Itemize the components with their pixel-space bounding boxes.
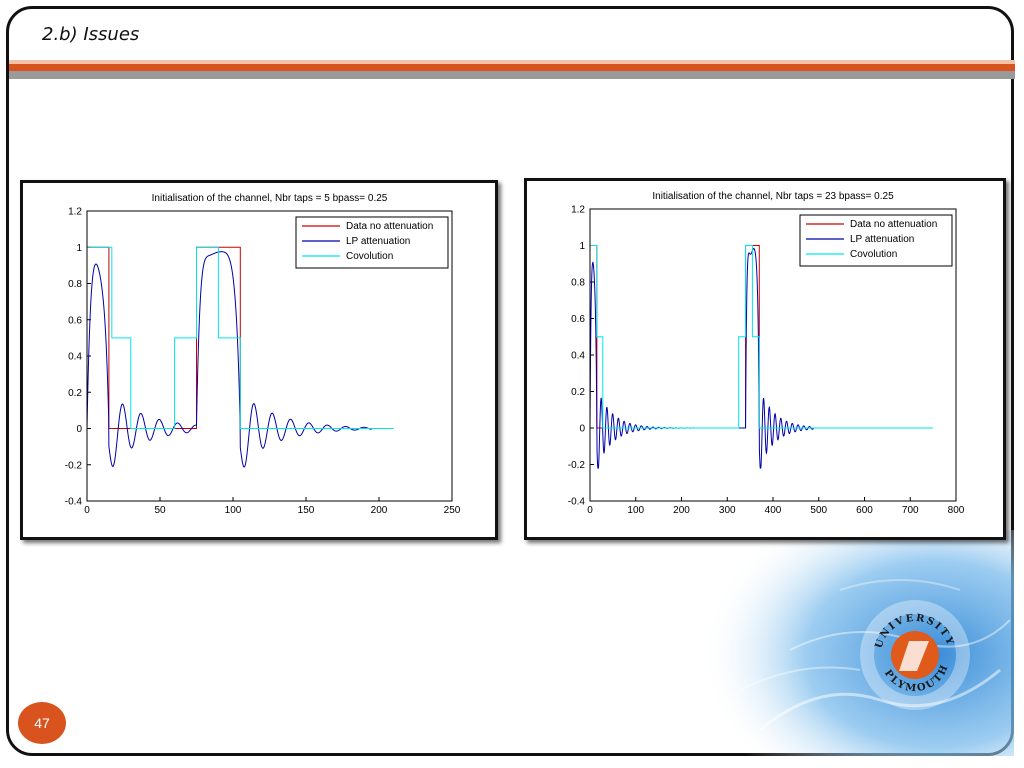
- x-tick-label: 250: [444, 505, 461, 516]
- y-tick-label: 0.8: [68, 279, 82, 290]
- slide-title: 2.b) Issues: [42, 24, 140, 45]
- x-tick-label: 800: [948, 505, 965, 516]
- y-tick-label: 1.2: [68, 207, 82, 218]
- y-tick-label: 0: [579, 424, 585, 435]
- chart-1: Initialisation of the channel, Nbr taps …: [65, 193, 461, 516]
- series-line: [86, 251, 372, 468]
- chart-title: Initialisation of the channel, Nbr taps …: [152, 193, 388, 204]
- plot-panel-2: Initialisation of the channel, Nbr taps …: [524, 178, 1006, 540]
- legend-label: Data no attenuation: [346, 221, 433, 232]
- y-tick-label: -0.4: [65, 497, 83, 508]
- y-tick-label: 0.4: [68, 352, 82, 363]
- x-tick-label: 500: [810, 505, 827, 516]
- x-tick-label: 50: [154, 505, 166, 516]
- x-tick-label: 0: [84, 505, 90, 516]
- university-logo-watermark: UNIVERSITY PLYMOUTH: [700, 530, 1014, 756]
- legend-label: Data no attenuation: [850, 219, 937, 230]
- x-tick-label: 400: [765, 505, 782, 516]
- y-tick-label: -0.2: [568, 460, 586, 471]
- y-tick-label: 0.4: [571, 351, 585, 362]
- x-tick-label: 100: [627, 505, 644, 516]
- legend-label: LP attenuation: [346, 236, 410, 247]
- x-tick-label: 200: [673, 505, 690, 516]
- legend-label: Covolution: [850, 249, 897, 260]
- y-tick-label: 0.8: [571, 278, 585, 289]
- series-line: [87, 246, 394, 429]
- y-tick-label: -0.2: [65, 460, 83, 471]
- legend-label: Covolution: [346, 251, 393, 262]
- x-tick-label: 0: [587, 505, 593, 516]
- y-tick-label: 0.2: [571, 387, 585, 398]
- y-tick-label: 0.6: [571, 314, 585, 325]
- x-tick-label: 150: [298, 505, 315, 516]
- series-line: [590, 245, 934, 429]
- y-tick-label: 0.6: [68, 315, 82, 326]
- y-tick-label: 0.2: [68, 388, 82, 399]
- y-tick-label: -0.4: [568, 497, 586, 508]
- header-bar: [9, 60, 1015, 79]
- page-number-badge: 47: [18, 702, 66, 744]
- y-tick-label: 1: [76, 243, 82, 254]
- x-tick-label: 600: [856, 505, 873, 516]
- y-tick-label: 1.2: [571, 205, 585, 216]
- plot-panel-1: Initialisation of the channel, Nbr taps …: [20, 180, 498, 540]
- x-tick-label: 100: [225, 505, 242, 516]
- x-tick-label: 300: [719, 505, 736, 516]
- chart-title: Initialisation of the channel, Nbr taps …: [652, 191, 894, 202]
- legend-label: LP attenuation: [850, 234, 914, 245]
- y-tick-label: 0: [76, 424, 82, 435]
- x-tick-label: 700: [902, 505, 919, 516]
- x-tick-label: 200: [371, 505, 388, 516]
- plot-frame: [86, 210, 453, 502]
- y-tick-label: 1: [579, 241, 585, 252]
- plot-frame: [589, 208, 957, 502]
- chart-2: Initialisation of the channel, Nbr taps …: [568, 191, 965, 516]
